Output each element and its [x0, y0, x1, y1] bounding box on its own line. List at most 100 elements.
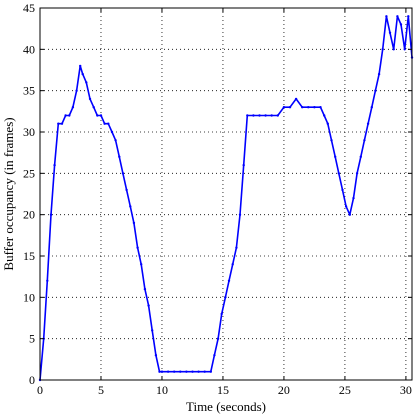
data-point: [173, 370, 176, 373]
data-point: [355, 172, 359, 175]
data-point: [341, 188, 344, 192]
plot-area: [38, 15, 414, 382]
data-point: [209, 370, 212, 373]
data-point: [46, 279, 49, 282]
data-point: [160, 370, 164, 373]
data-point: [49, 213, 53, 216]
data-point: [114, 139, 117, 142]
data-point: [407, 15, 410, 18]
data-point: [220, 312, 223, 316]
data-point: [158, 370, 161, 373]
data-point: [294, 97, 298, 101]
axis-ticks: 0 5 10 15 20 25 30 0 5 10 15 20 25 30 35 40 45: [23, 1, 412, 397]
y-axis-label: Buffer occupancy (in frames): [1, 117, 16, 270]
data-point: [227, 279, 231, 282]
x-tick-label: 0: [37, 383, 43, 397]
data-point: [125, 188, 128, 192]
data-point: [377, 72, 381, 76]
data-point: [224, 296, 227, 299]
data-point: [151, 329, 154, 332]
data-point: [203, 370, 206, 373]
data-point: [337, 172, 340, 175]
data-point: [71, 106, 75, 109]
data-point: [129, 205, 132, 208]
x-tick-label: 25: [339, 383, 351, 397]
data-point: [370, 106, 373, 109]
data-point: [352, 196, 355, 200]
x-tick-label: 30: [400, 383, 412, 397]
data-point: [276, 114, 279, 117]
y-tick-label: 20: [23, 208, 35, 222]
data-point: [238, 213, 242, 216]
data-point: [60, 122, 64, 125]
y-tick-label: 5: [29, 332, 35, 346]
data-point: [319, 106, 322, 109]
data-point: [282, 106, 286, 109]
data-point: [179, 370, 182, 373]
data-point: [381, 48, 384, 51]
data-point: [313, 106, 316, 109]
data-point: [166, 370, 170, 373]
data-point: [231, 263, 234, 266]
data-point: [258, 114, 261, 117]
data-point: [191, 370, 194, 373]
data-point: [396, 15, 399, 18]
data-point: [307, 106, 310, 109]
data-point: [85, 81, 88, 84]
data-point: [107, 122, 110, 125]
data-point: [213, 354, 216, 357]
x-tick-label: 20: [278, 383, 290, 397]
data-point: [57, 122, 60, 125]
data-point: [235, 246, 238, 249]
data-point: [79, 64, 82, 68]
data-point: [348, 213, 351, 216]
data-point: [136, 246, 139, 249]
y-tick-label: 30: [23, 125, 35, 139]
x-tick-label: 5: [98, 383, 104, 397]
data-point: [288, 106, 292, 109]
y-tick-label: 15: [23, 249, 35, 263]
data-point: [118, 155, 121, 158]
data-point: [366, 122, 370, 125]
data-point: [399, 23, 403, 26]
data-point: [359, 155, 362, 158]
data-point: [197, 370, 200, 373]
data-point: [132, 221, 136, 225]
x-tick-label: 15: [217, 383, 229, 397]
data-point: [264, 114, 267, 117]
data-point: [270, 114, 273, 117]
y-tick-label: 35: [23, 84, 35, 98]
data-point: [326, 122, 329, 125]
data-point: [103, 122, 106, 125]
data-point: [64, 114, 67, 117]
data-point: [242, 163, 245, 167]
y-tick-label: 0: [29, 373, 35, 387]
data-point: [363, 139, 366, 142]
data-point: [92, 106, 95, 109]
data-point: [392, 48, 395, 51]
data-point: [75, 89, 78, 92]
y-tick-label: 40: [23, 42, 35, 56]
data-point: [154, 354, 158, 357]
data-point: [301, 106, 304, 109]
data-point: [99, 114, 103, 117]
data-point: [374, 89, 377, 92]
data-point: [81, 72, 84, 76]
data-point: [388, 31, 392, 34]
data-point: [334, 155, 337, 158]
data-point: [403, 48, 406, 51]
x-axis-label: Time (seconds): [186, 399, 266, 414]
data-point: [121, 172, 125, 175]
data-point: [185, 370, 188, 373]
plot-frame: [39, 7, 413, 381]
series-line: [39, 15, 413, 381]
data-point: [246, 114, 249, 117]
data-point: [344, 205, 348, 208]
data-point: [147, 304, 150, 307]
data-point: [140, 263, 143, 266]
data-point: [96, 114, 99, 117]
data-point: [110, 130, 114, 134]
data-point: [216, 337, 220, 340]
